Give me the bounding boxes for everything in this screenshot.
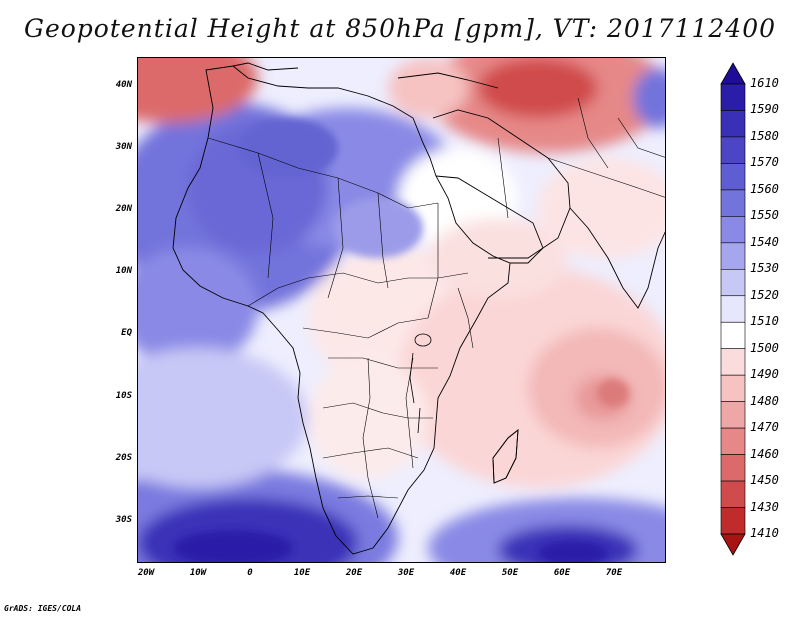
colorbar-label: 1550 bbox=[750, 208, 779, 223]
colorbar-label: 1430 bbox=[750, 499, 779, 514]
lon-label-70e: 70E bbox=[605, 568, 623, 578]
colorbar-swatch bbox=[720, 480, 746, 508]
lat-label-30n: 30N bbox=[115, 142, 132, 152]
lon-label-50e: 50E bbox=[501, 568, 519, 578]
lon-label-10w: 10W bbox=[189, 568, 207, 578]
colorbar-bottom-triangle bbox=[720, 533, 746, 556]
lon-label-30e: 30E bbox=[397, 568, 415, 578]
height-field-detail bbox=[173, 118, 629, 562]
lakes bbox=[409, 333, 432, 434]
colorbar-swatch bbox=[720, 242, 746, 270]
map-panel bbox=[137, 57, 666, 563]
colorbar-label: 1490 bbox=[750, 367, 779, 382]
colorbar-label: 1590 bbox=[750, 102, 779, 117]
colorbar-label: 1520 bbox=[750, 287, 779, 302]
geopotential-map bbox=[138, 58, 665, 562]
colorbar-label: 1500 bbox=[750, 340, 779, 355]
colorbar-label: 1460 bbox=[750, 446, 779, 461]
colorbar-swatch bbox=[720, 348, 746, 376]
colorbar-label: 1480 bbox=[750, 393, 779, 408]
colorbar-label: 1450 bbox=[750, 473, 779, 488]
colorbar-swatch bbox=[720, 189, 746, 217]
lon-label-0: 0 bbox=[247, 568, 253, 578]
colorbar-swatch bbox=[720, 136, 746, 164]
lat-label-20n: 20N bbox=[115, 204, 132, 214]
lon-label-20w: 20W bbox=[137, 568, 155, 578]
colorbar-swatch bbox=[720, 321, 746, 350]
colorbar-label: 1560 bbox=[750, 181, 779, 196]
colorbar-swatch bbox=[720, 83, 746, 111]
colorbar-label: 1410 bbox=[750, 526, 779, 540]
colorbar-label: 1580 bbox=[750, 128, 779, 143]
lat-label-eq: EQ bbox=[121, 328, 132, 338]
colorbar-label: 1540 bbox=[750, 234, 779, 249]
colorbar-swatch bbox=[720, 427, 746, 455]
credit-text: GrADS: IGES/COLA bbox=[4, 604, 82, 613]
colorbar-label: 1470 bbox=[750, 420, 779, 435]
colorbar-swatch bbox=[720, 401, 746, 429]
colorbar-label: 1530 bbox=[750, 261, 779, 276]
chart-title: Geopotential Height at 850hPa [gpm], VT:… bbox=[23, 14, 777, 43]
lat-label-10n: 10N bbox=[115, 266, 132, 276]
colorbar bbox=[720, 62, 746, 556]
madagascar-outline bbox=[492, 429, 519, 484]
lat-label-10s: 10S bbox=[115, 391, 132, 401]
colorbar-label: 1610 bbox=[750, 76, 779, 90]
lat-label-40n: 40N bbox=[115, 80, 132, 90]
lat-label-30s: 30S bbox=[115, 515, 132, 525]
colorbar-swatch bbox=[720, 507, 746, 535]
colorbar-swatch bbox=[720, 268, 746, 297]
lon-label-60e: 60E bbox=[553, 568, 571, 578]
colorbar-top-triangle bbox=[720, 62, 746, 85]
colorbar-swatch bbox=[720, 295, 746, 323]
country-borders bbox=[207, 97, 665, 519]
colorbar-label: 1570 bbox=[750, 155, 779, 170]
colorbar-swatch bbox=[720, 163, 746, 191]
colorbar-swatch bbox=[720, 374, 746, 402]
colorbar-swatch bbox=[720, 216, 746, 244]
lon-label-20e: 20E bbox=[345, 568, 363, 578]
colorbar-label: 1510 bbox=[750, 314, 779, 329]
lon-label-10e: 10E bbox=[293, 568, 311, 578]
lat-label-20s: 20S bbox=[115, 453, 132, 463]
colorbar-swatch bbox=[720, 454, 746, 482]
colorbar-swatch bbox=[720, 110, 746, 138]
lon-label-40e: 40E bbox=[449, 568, 467, 578]
